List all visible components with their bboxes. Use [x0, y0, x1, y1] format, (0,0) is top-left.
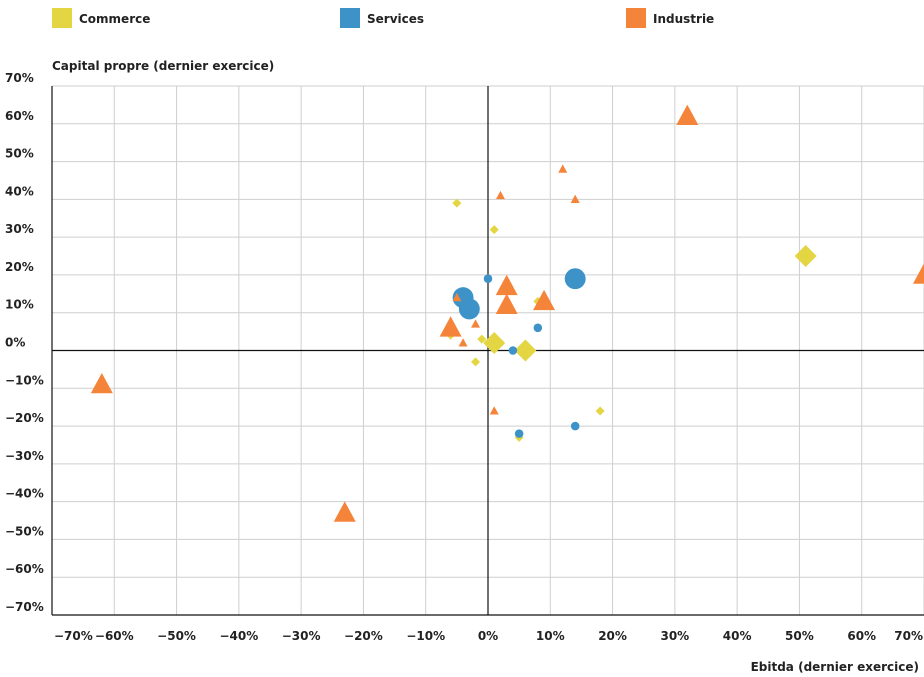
point-industrie	[570, 194, 580, 203]
point-industrie	[495, 293, 518, 314]
point-industrie	[458, 338, 468, 347]
point-commerce	[477, 334, 487, 344]
point-industrie	[533, 289, 556, 311]
point-commerce	[595, 406, 605, 416]
x-tick-label: 0%	[478, 629, 498, 643]
point-industrie	[558, 164, 568, 173]
legend-label-services: Services	[367, 12, 424, 26]
y-tick-label: −60%	[5, 562, 44, 576]
legend-swatch-commerce	[52, 8, 72, 28]
legend-item-services: Services	[340, 8, 424, 28]
point-services	[533, 323, 543, 333]
y-tick-label: −20%	[5, 411, 44, 425]
legend-swatch-services	[340, 8, 360, 28]
point-commerce	[489, 225, 499, 235]
x-tick-label: 20%	[598, 629, 627, 643]
y-tick-label: 60%	[5, 109, 34, 123]
point-services	[508, 346, 518, 355]
x-tick-label: 30%	[660, 629, 689, 643]
point-services	[570, 421, 580, 431]
y-tick-label: −50%	[5, 524, 44, 538]
x-tick-label: −30%	[282, 629, 321, 643]
y-tick-label: 40%	[5, 184, 34, 198]
x-tick-label: 50%	[785, 629, 814, 643]
x-tick-label: 70%	[894, 629, 923, 643]
y-tick-label: 0%	[5, 336, 25, 350]
x-tick-label: −40%	[219, 629, 258, 643]
point-services	[564, 268, 586, 290]
y-tick-label: 30%	[5, 222, 34, 236]
point-industrie	[495, 274, 518, 296]
y-tick-label: 10%	[5, 298, 34, 312]
y-tick-label: 50%	[5, 147, 34, 161]
x-tick-label: −20%	[344, 629, 383, 643]
x-tick-label: 10%	[536, 629, 565, 643]
y-tick-label: −40%	[5, 487, 44, 501]
x-tick-label: −60%	[95, 629, 134, 643]
point-services	[458, 298, 480, 320]
legend: Commerce Services Industrie	[52, 8, 714, 28]
y-tick-label: −30%	[5, 449, 44, 463]
x-tick-label: −70%	[54, 629, 93, 643]
x-axis-title: Ebitda (dernier exercice)	[751, 660, 919, 674]
y-tick-label: 70%	[5, 71, 34, 85]
point-commerce	[471, 357, 481, 367]
legend-swatch-industrie	[626, 8, 646, 28]
x-tick-label: 40%	[723, 629, 752, 643]
x-tick-label: −50%	[157, 629, 196, 643]
point-industrie	[676, 104, 699, 126]
x-tick-labels: −70% −60% −50% −40% −30% −20% −10% 0% 10% 20% 30% 4…	[54, 629, 923, 643]
point-industrie	[913, 263, 924, 284]
legend-label-industrie: Industrie	[653, 12, 714, 26]
point-industrie	[90, 372, 113, 394]
x-tick-label: 60%	[847, 629, 876, 643]
legend-item-industrie: Industrie	[626, 8, 714, 28]
point-services	[514, 429, 524, 438]
x-tick-label: −10%	[406, 629, 445, 643]
point-industrie	[489, 406, 499, 415]
point-industrie	[495, 190, 505, 200]
point-commerce	[483, 331, 506, 354]
legend-label-commerce: Commerce	[79, 12, 150, 26]
point-industrie	[333, 501, 356, 522]
y-axis-title: Capital propre (dernier exercice)	[52, 59, 274, 73]
point-industrie	[471, 319, 481, 328]
point-commerce	[514, 339, 537, 362]
point-industrie	[452, 292, 462, 302]
point-commerce	[452, 198, 462, 208]
y-tick-labels: 70% 60% 50% 40% 30% 20% 10% 0% −10% −20% −30% −40% −…	[5, 71, 44, 614]
legend-item-commerce: Commerce	[52, 8, 150, 28]
point-industrie	[439, 316, 462, 337]
point-services	[483, 274, 493, 283]
data-points	[90, 104, 924, 522]
point-commerce	[794, 245, 817, 268]
y-tick-label: −70%	[5, 600, 44, 614]
y-tick-label: −10%	[5, 373, 44, 387]
zero-axes	[51, 86, 924, 616]
y-tick-label: 20%	[5, 260, 34, 274]
